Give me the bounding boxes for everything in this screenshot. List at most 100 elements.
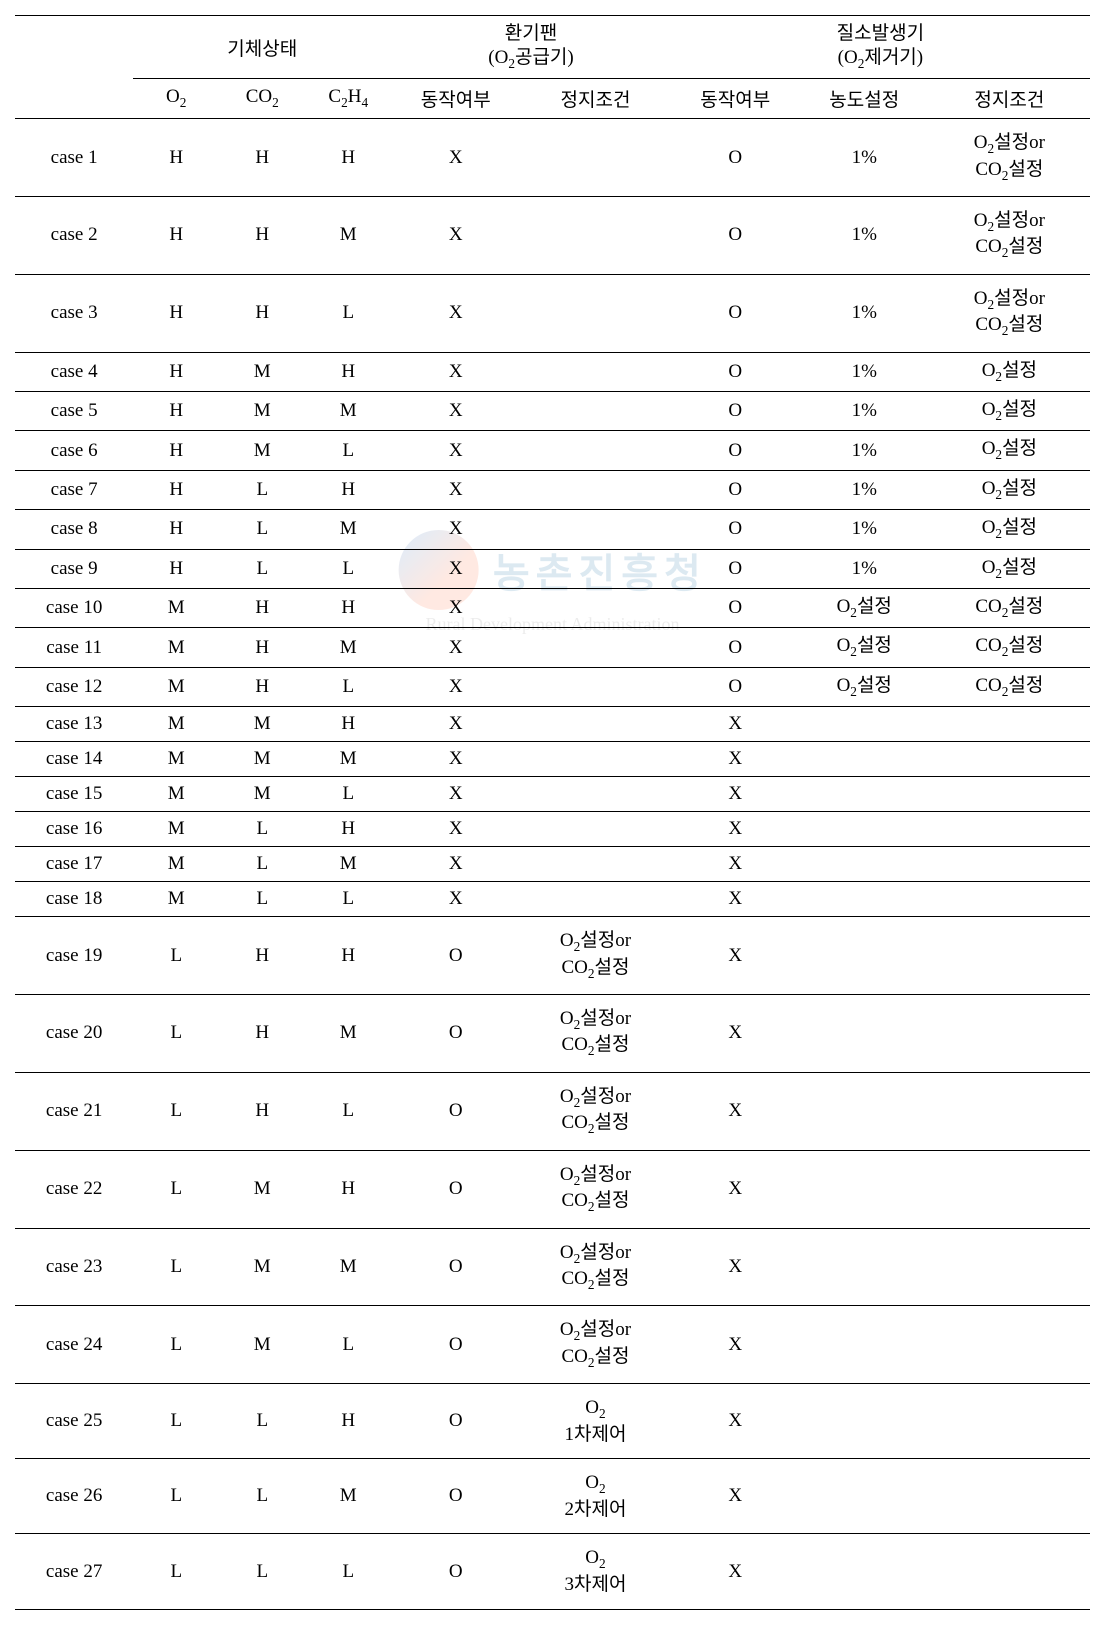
cell-fan-op: O <box>391 995 520 1073</box>
cell-n2-stop: O2설정 <box>929 352 1090 391</box>
cell-n2-set: 1% <box>800 549 929 588</box>
cell-n2-stop: O2설정orCO2설정 <box>929 196 1090 274</box>
th-n2-set: 농도설정 <box>800 79 929 119</box>
cell-n2-op: O <box>671 628 800 667</box>
cell-fan-op: O <box>391 1228 520 1306</box>
cell-case: case 18 <box>15 882 133 917</box>
cell-co2: L <box>219 549 305 588</box>
cell-n2-stop <box>929 1150 1090 1228</box>
th-o2: O2 <box>133 79 219 119</box>
cell-fan-stop <box>520 812 671 847</box>
cell-fan-op: X <box>391 777 520 812</box>
cell-n2-op: X <box>671 1228 800 1306</box>
cell-n2-op: X <box>671 1306 800 1384</box>
cell-fan-op: O <box>391 1459 520 1534</box>
cell-c2h4: L <box>305 777 391 812</box>
cell-fan-op: O <box>391 1072 520 1150</box>
cell-fan-op: X <box>391 628 520 667</box>
table-row: case 24LMLOO2설정orCO2설정X <box>15 1306 1090 1384</box>
cell-fan-stop <box>520 589 671 628</box>
cell-fan-stop: O23차제어 <box>520 1534 671 1609</box>
cell-c2h4: H <box>305 1384 391 1459</box>
cell-o2: M <box>133 589 219 628</box>
cell-case: case 25 <box>15 1384 133 1459</box>
cell-n2-op: O <box>671 589 800 628</box>
cell-co2: H <box>219 119 305 197</box>
cell-case: case 3 <box>15 274 133 352</box>
th-group-gas: 기체상태 <box>133 16 391 79</box>
cell-n2-set <box>800 1150 929 1228</box>
cell-fan-stop <box>520 119 671 197</box>
th-fan-stop: 정지조건 <box>520 79 671 119</box>
cell-o2: H <box>133 119 219 197</box>
cell-n2-op: O <box>671 431 800 470</box>
cell-co2: M <box>219 1228 305 1306</box>
cell-fan-stop: O2설정orCO2설정 <box>520 917 671 995</box>
cell-c2h4: L <box>305 667 391 706</box>
cell-c2h4: L <box>305 431 391 470</box>
table-row: case 2HHMXO1%O2설정orCO2설정 <box>15 196 1090 274</box>
cell-fan-stop: O2설정orCO2설정 <box>520 1228 671 1306</box>
cell-fan-stop <box>520 628 671 667</box>
cell-fan-op: X <box>391 470 520 509</box>
cell-fan-stop <box>520 847 671 882</box>
cell-c2h4: M <box>305 847 391 882</box>
cell-n2-op: X <box>671 777 800 812</box>
cell-c2h4: M <box>305 628 391 667</box>
table-row: case 17MLMXX <box>15 847 1090 882</box>
cell-n2-set: O2설정 <box>800 589 929 628</box>
cell-o2: H <box>133 431 219 470</box>
th-group-fan: 환기팬(O2공급기) <box>391 16 671 79</box>
cell-o2: M <box>133 742 219 777</box>
table-row: case 16MLHXX <box>15 812 1090 847</box>
cell-n2-set: 1% <box>800 352 929 391</box>
cell-fan-stop <box>520 882 671 917</box>
cell-n2-set <box>800 847 929 882</box>
cell-n2-op: X <box>671 812 800 847</box>
cell-o2: L <box>133 1150 219 1228</box>
cell-fan-op: X <box>391 274 520 352</box>
cell-fan-op: X <box>391 431 520 470</box>
cell-n2-op: O <box>671 667 800 706</box>
cell-case: case 7 <box>15 470 133 509</box>
cell-co2: L <box>219 1459 305 1534</box>
cell-co2: L <box>219 1384 305 1459</box>
cell-fan-op: X <box>391 119 520 197</box>
cell-case: case 27 <box>15 1534 133 1609</box>
cell-co2: M <box>219 1150 305 1228</box>
cell-n2-op: X <box>671 995 800 1073</box>
cell-n2-stop <box>929 1384 1090 1459</box>
cell-case: case 10 <box>15 589 133 628</box>
cell-c2h4: M <box>305 1228 391 1306</box>
cell-o2: M <box>133 667 219 706</box>
cell-case: case 14 <box>15 742 133 777</box>
cell-case: case 1 <box>15 119 133 197</box>
cell-c2h4: H <box>305 352 391 391</box>
cell-n2-stop <box>929 1534 1090 1609</box>
cell-fan-op: X <box>391 510 520 549</box>
cell-co2: H <box>219 196 305 274</box>
cell-case: case 11 <box>15 628 133 667</box>
cell-c2h4: H <box>305 917 391 995</box>
cell-n2-stop: CO2설정 <box>929 667 1090 706</box>
cell-n2-set <box>800 707 929 742</box>
table-row: case 18MLLXX <box>15 882 1090 917</box>
cell-n2-stop: O2설정 <box>929 510 1090 549</box>
table-row: case 12MHLXOO2설정CO2설정 <box>15 667 1090 706</box>
table-row: case 20LHMOO2설정orCO2설정X <box>15 995 1090 1073</box>
cell-n2-stop: O2설정 <box>929 549 1090 588</box>
cell-n2-stop: O2설정 <box>929 431 1090 470</box>
cell-c2h4: H <box>305 119 391 197</box>
cell-fan-op: O <box>391 1384 520 1459</box>
cell-n2-set <box>800 995 929 1073</box>
cell-n2-stop: O2설정orCO2설정 <box>929 119 1090 197</box>
main-table: 기체상태 환기팬(O2공급기) 질소발생기(O2제거기) O2 CO2 C2H4… <box>15 15 1090 1610</box>
cell-n2-stop <box>929 995 1090 1073</box>
cell-case: case 21 <box>15 1072 133 1150</box>
cell-o2: M <box>133 777 219 812</box>
th-group-n2: 질소발생기(O2제거기) <box>671 16 1090 79</box>
cell-fan-stop <box>520 274 671 352</box>
cell-case: case 20 <box>15 995 133 1073</box>
cell-c2h4: H <box>305 707 391 742</box>
cell-o2: H <box>133 470 219 509</box>
